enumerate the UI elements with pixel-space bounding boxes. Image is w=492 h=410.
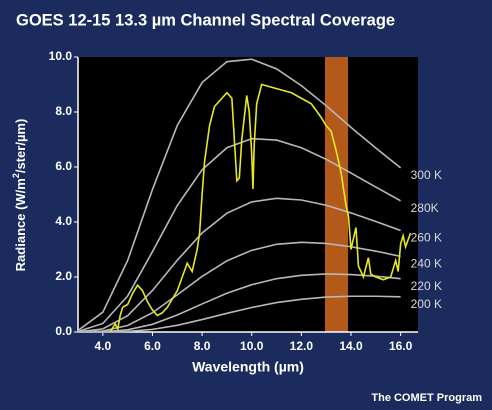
plot-area (78, 57, 418, 332)
x-tick-label: 6.0 (144, 339, 161, 353)
curve-label: 200 K (411, 297, 442, 311)
x-tick-label: 10.0 (240, 339, 264, 353)
y-axis-label-part: /ster/µm) (13, 119, 28, 173)
y-axis-label-part: 2 (11, 173, 21, 178)
spectrum-line (109, 83, 412, 333)
footer: The COMET Program (371, 392, 482, 404)
y-tick-label: 0.0 (55, 324, 72, 338)
y-tick-label: 4.0 (55, 214, 72, 228)
x-tick-label: 12.0 (290, 339, 314, 353)
y-tick-label: 10.0 (49, 49, 73, 63)
x-axis-label: Wavelength (µm) (192, 359, 304, 375)
curve-label: 280K (411, 201, 439, 215)
planck-curve (77, 137, 402, 333)
y-tick-label: 6.0 (55, 159, 72, 173)
curve-label: 240 K (411, 257, 442, 271)
x-tick-label: 8.0 (194, 339, 211, 353)
x-tick-label: 4.0 (94, 339, 111, 353)
curve-label: 300 K (411, 168, 442, 182)
chart-title: GOES 12-15 13.3 µm Channel Spectral Cove… (16, 11, 395, 29)
y-tick-label: 2.0 (55, 269, 72, 283)
planck-curve (77, 273, 401, 333)
y-axis-label: Radiance (W/m2/ster/µm) (11, 119, 28, 272)
planck-curve (77, 241, 401, 333)
x-tick-label: 16.0 (389, 339, 413, 353)
curve-label: 220 K (411, 279, 442, 293)
channel-band (324, 57, 349, 332)
curve-label: 260 K (411, 231, 442, 245)
planck-curve (77, 58, 402, 332)
y-tick-label: 8.0 (55, 104, 72, 118)
x-tick-label: 14.0 (339, 339, 363, 353)
y-axis-label-part: Radiance (W/m (13, 178, 28, 271)
planck-curve (77, 295, 401, 333)
